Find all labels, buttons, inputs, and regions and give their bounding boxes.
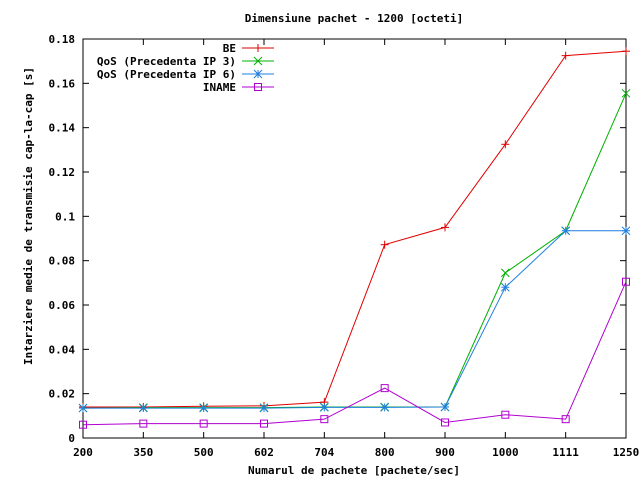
marker-stroke <box>78 403 88 413</box>
y-tick-label: 0.06 <box>49 299 76 312</box>
data-point <box>500 268 510 278</box>
legend-marker <box>253 56 263 66</box>
data-point <box>622 277 630 286</box>
marker-stroke <box>253 69 263 79</box>
legend-label: QoS (Precedenta IP 3) <box>97 55 236 68</box>
legend-label: INAME <box>203 81 236 94</box>
data-point <box>561 51 570 60</box>
marker-stroke <box>319 403 329 412</box>
legend-marker <box>254 83 262 91</box>
marker-stroke <box>320 415 329 424</box>
y-tick-label: 0.12 <box>49 166 76 179</box>
data-point <box>440 402 450 412</box>
data-point <box>501 140 510 149</box>
y-tick-label: 0.04 <box>49 343 76 356</box>
data-point <box>501 410 510 419</box>
data-point <box>199 403 209 413</box>
x-tick-label: 350 <box>133 446 153 459</box>
y-axis-label: Intarziere medie de transmisie cap-la-ca… <box>22 67 35 365</box>
data-point <box>260 419 268 428</box>
series-line-3 <box>83 230 626 409</box>
series-lines <box>82 50 627 426</box>
marker-stroke <box>260 419 268 428</box>
axis-ticks: 0 0.02 0.04 0.06 0.08 0.1 0.12 0.14 0.16 0.18 200 3… <box>49 33 640 459</box>
data-point <box>561 415 570 424</box>
marker-stroke <box>561 226 571 236</box>
marker-stroke <box>254 83 262 91</box>
x-tick-label: 1250 <box>613 446 640 459</box>
marker-stroke <box>501 410 510 419</box>
marker-stroke <box>139 419 148 428</box>
marker-stroke <box>440 402 450 412</box>
marker-stroke <box>138 403 148 413</box>
marker-stroke <box>253 56 263 66</box>
x-tick-label: 602 <box>254 446 274 459</box>
series-markers <box>78 47 631 429</box>
y-tick-label: 0.1 <box>55 210 75 223</box>
marker-stroke <box>441 418 449 427</box>
y-tick-label: 0.14 <box>49 122 76 135</box>
x-tick-label: 704 <box>314 446 334 459</box>
data-point <box>561 226 571 236</box>
data-point <box>500 282 510 292</box>
chart-title: Dimensiune pachet - 1200 [octeti] <box>245 12 464 25</box>
data-point <box>380 403 390 412</box>
marker-stroke <box>561 415 570 424</box>
x-tick-label: 1000 <box>492 446 519 459</box>
y-tick-label: 0 <box>68 432 75 445</box>
series-line-4 <box>82 281 627 426</box>
data-point <box>139 419 148 428</box>
y-tick-label: 0.18 <box>49 33 76 46</box>
x-tick-label: 1111 <box>552 446 579 459</box>
y-tick-label: 0.16 <box>49 77 76 90</box>
y-tick-label: 0.02 <box>49 388 76 401</box>
marker-stroke <box>259 403 269 413</box>
marker-stroke <box>622 277 630 286</box>
marker-stroke <box>199 419 208 428</box>
x-tick-label: 200 <box>73 446 93 459</box>
legend-marker <box>254 44 262 52</box>
plot-frame <box>82 38 627 439</box>
marker-stroke <box>380 403 390 412</box>
data-point <box>380 240 389 249</box>
marker-stroke <box>500 268 510 278</box>
data-point <box>621 226 631 236</box>
marker-stroke <box>621 88 631 98</box>
data-point <box>199 419 208 428</box>
data-point <box>78 403 88 413</box>
marker-stroke <box>500 282 510 292</box>
data-point <box>320 415 329 424</box>
data-point <box>621 88 631 98</box>
marker-stroke <box>199 403 209 413</box>
marker-stroke <box>380 384 389 393</box>
x-tick-label: 800 <box>375 446 395 459</box>
marker-stroke <box>79 420 87 429</box>
x-axis-label: Numarul de pachete [pachete/sec] <box>248 464 460 477</box>
legend-label: BE <box>223 42 236 55</box>
data-point <box>380 384 389 393</box>
marker-stroke <box>621 226 631 236</box>
data-point <box>441 223 449 232</box>
series-line-1 <box>83 50 627 408</box>
data-point <box>441 418 449 427</box>
x-tick-label: 500 <box>194 446 214 459</box>
y-tick-label: 0.08 <box>49 255 76 268</box>
data-point <box>319 403 329 412</box>
legend-marker <box>253 69 263 79</box>
data-point <box>138 403 148 413</box>
x-tick-label: 900 <box>435 446 455 459</box>
data-point <box>79 420 87 429</box>
data-point <box>259 403 269 413</box>
data-point <box>622 47 630 56</box>
legend-label: QoS (Precedenta IP 6) <box>97 68 236 81</box>
